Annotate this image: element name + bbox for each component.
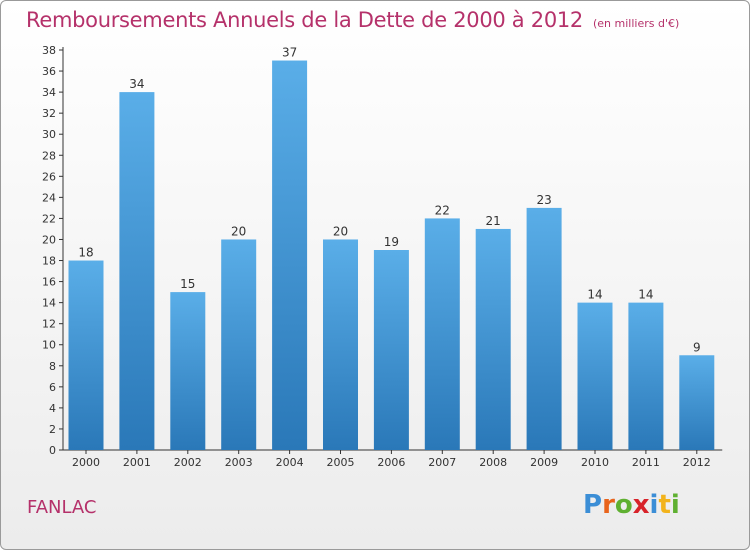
x-tick-label: 2002 — [174, 456, 202, 469]
chart-unit: (en milliers d'€) — [593, 17, 680, 30]
y-tick-label: 6 — [49, 381, 56, 394]
x-tick-label: 2005 — [327, 456, 355, 469]
y-tick-label: 2 — [49, 423, 56, 436]
bar — [323, 239, 358, 450]
x-tick-label: 2008 — [479, 456, 507, 469]
bar-value-label: 15 — [180, 277, 195, 291]
y-tick-label: 18 — [42, 255, 56, 268]
x-tick-label: 2010 — [581, 456, 609, 469]
bar — [272, 60, 308, 451]
y-tick-label: 32 — [42, 107, 56, 120]
y-tick-label: 20 — [42, 233, 56, 246]
y-tick-label: 26 — [42, 170, 56, 183]
bar-value-label: 9 — [693, 340, 701, 354]
bar-value-label: 34 — [129, 77, 144, 91]
logo-letter: x — [632, 490, 650, 520]
bar-value-label: 37 — [282, 46, 297, 60]
y-tick-label: 38 — [42, 44, 56, 57]
bar — [170, 292, 206, 450]
bar — [424, 218, 460, 450]
bar-value-label: 14 — [638, 288, 653, 302]
y-tick-label: 22 — [42, 212, 56, 225]
x-tick-label: 2009 — [530, 456, 558, 469]
bar-value-label: 23 — [536, 193, 551, 207]
x-axis: 2000 2001 2002 2003 2004 2005 2006 2007 2008 2009… — [63, 449, 723, 469]
chart-title: Remboursements Annuels de la Dette de 20… — [26, 8, 679, 32]
x-tick-label: 2006 — [377, 456, 405, 469]
logo-letter: i — [649, 490, 659, 520]
x-tick-label: 2000 — [72, 456, 100, 469]
bar-value-label: 21 — [486, 214, 501, 228]
y-tick-label: 8 — [49, 360, 56, 373]
bar-value-label: 14 — [587, 288, 602, 302]
x-tick-label: 2011 — [632, 456, 660, 469]
y-tick-label: 34 — [42, 86, 56, 99]
logo-letter: o — [614, 490, 633, 520]
bar — [577, 302, 613, 450]
bar — [68, 260, 104, 450]
x-tick-label: 2004 — [276, 456, 304, 469]
bar-value-label: 22 — [435, 203, 450, 217]
y-tick-label: 16 — [42, 276, 56, 289]
y-tick-label: 28 — [42, 149, 56, 162]
bar — [679, 355, 715, 450]
proxiti-logo: Proxiti — [583, 490, 680, 520]
y-tick-label: 4 — [49, 402, 56, 415]
bar — [475, 228, 511, 450]
x-tick-label: 2007 — [428, 456, 456, 469]
y-tick-label: 36 — [42, 65, 56, 78]
bar — [526, 207, 562, 450]
x-tick-label: 2012 — [683, 456, 711, 469]
bars: 18 34 15 20 37 20 19 22 21 23 14 14 9 — [68, 46, 715, 451]
x-tick-label: 2001 — [123, 456, 151, 469]
y-tick-label: 30 — [42, 128, 56, 141]
logo-letter: t — [658, 490, 671, 520]
y-tick-label: 14 — [42, 297, 56, 310]
y-tick-label: 12 — [42, 318, 56, 331]
commune-name: FANLAC — [27, 497, 97, 518]
bar-value-label: 18 — [78, 246, 93, 260]
bar-value-label: 19 — [384, 235, 399, 249]
y-tick-label: 24 — [42, 191, 56, 204]
logo-letter: P — [583, 490, 603, 520]
logo-letter: r — [602, 490, 615, 520]
y-tick-label: 10 — [42, 339, 56, 352]
y-tick-label: 0 — [49, 444, 56, 457]
bar — [628, 302, 664, 450]
logo-letter: i — [670, 490, 680, 520]
bar — [221, 239, 257, 450]
chart-title-text: Remboursements Annuels de la Dette de 20… — [26, 8, 583, 32]
bar-value-label: 20 — [231, 224, 246, 238]
bar — [373, 250, 409, 450]
bar-value-label: 20 — [333, 224, 348, 238]
x-tick-label: 2003 — [225, 456, 253, 469]
bar — [119, 92, 155, 451]
